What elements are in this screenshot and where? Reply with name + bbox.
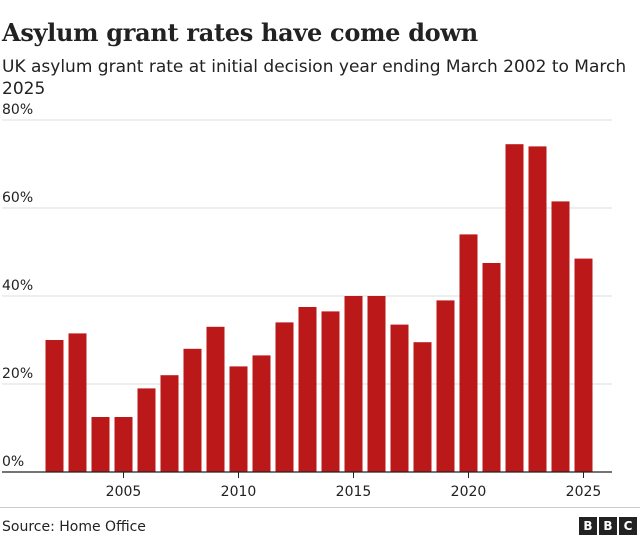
bar-2007	[160, 375, 179, 472]
bar-2023	[528, 146, 547, 472]
chart-title: Asylum grant rates have come down	[2, 18, 478, 47]
bar-2002	[45, 340, 64, 472]
bar-2013	[298, 307, 317, 472]
bar-2019	[436, 300, 455, 472]
bar-2004	[91, 417, 110, 472]
y-tick-label: 60%	[2, 190, 33, 206]
footer-divider	[0, 507, 640, 508]
bar-2006	[137, 388, 156, 472]
bar-2016	[367, 296, 386, 472]
bar-2024	[551, 201, 570, 472]
bar-2020	[459, 234, 478, 472]
bar-2008	[183, 348, 202, 472]
bar-2003	[68, 333, 87, 472]
bar-2025	[574, 258, 593, 472]
bar-2010	[229, 366, 248, 472]
bbc-logo-letter-b1: B	[579, 517, 597, 535]
y-tick-label: 80%	[2, 102, 33, 118]
bbc-logo: B B C	[579, 517, 637, 535]
x-tick-label: 2025	[566, 484, 602, 500]
y-tick-label: 0%	[2, 454, 24, 470]
bar-chart: 0% 20% 40% 60% 80% 2005 2010 2015 2020 2025	[2, 102, 612, 500]
bar-2005	[114, 417, 133, 472]
bar-2015	[344, 296, 363, 472]
bar-2009	[206, 326, 225, 472]
x-tick-label: 2020	[451, 484, 487, 500]
x-tick-label: 2010	[221, 484, 257, 500]
axes: 0% 20% 40% 60% 80% 2005 2010 2015 2020 2025	[2, 102, 612, 500]
bbc-logo-letter-c: C	[619, 517, 637, 535]
chart-subtitle: UK asylum grant rate at initial decision…	[2, 57, 627, 99]
bar-2017	[390, 324, 409, 472]
y-tick-label: 40%	[2, 278, 33, 294]
x-tick-label: 2015	[336, 484, 372, 500]
bar-2012	[275, 322, 294, 472]
bar-2022	[505, 144, 524, 472]
bar-2018	[413, 342, 432, 472]
bar-2011	[252, 355, 271, 472]
bars	[45, 144, 593, 472]
x-tick-label: 2005	[106, 484, 142, 500]
source-note: Source: Home Office	[2, 519, 146, 535]
y-tick-label: 20%	[2, 366, 33, 382]
bar-2021	[482, 263, 501, 472]
bbc-logo-letter-b2: B	[599, 517, 617, 535]
bar-2014	[321, 311, 340, 472]
